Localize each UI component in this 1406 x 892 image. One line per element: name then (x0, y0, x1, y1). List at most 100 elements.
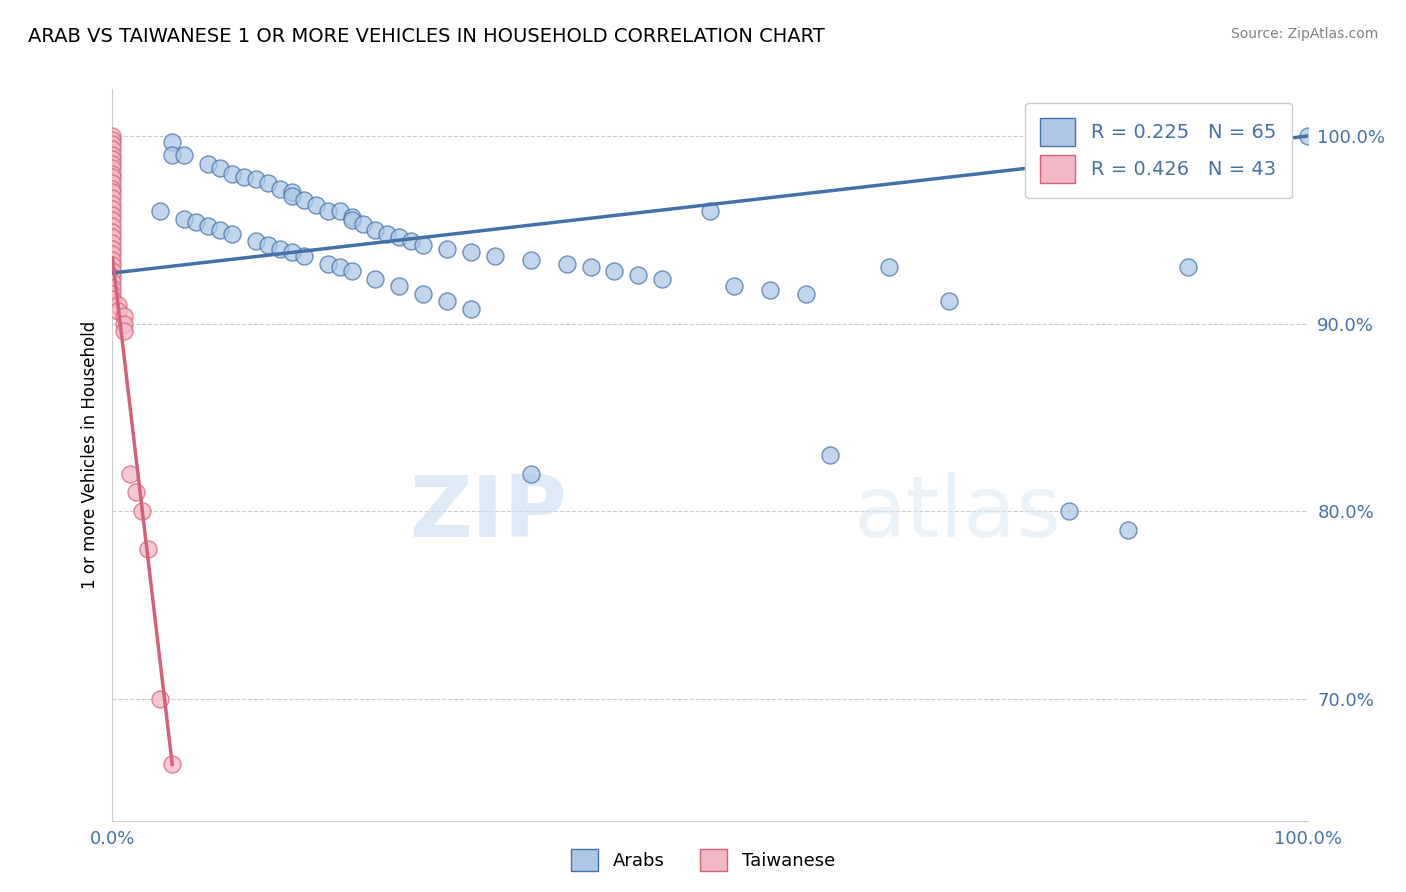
Point (364, 223, 387, 237)
Point (101, 213, 124, 227)
Point (352, 217, 374, 231)
Point (101, 281, 124, 295)
Point (114, 309, 135, 323)
Point (292, 249, 315, 263)
Point (101, 252, 124, 267)
Point (269, 181, 291, 195)
Point (794, 286, 817, 301)
Point (173, 211, 195, 226)
Point (1296, 129, 1319, 144)
Point (221, 167, 243, 181)
Point (101, 186, 124, 200)
Point (520, 467, 543, 481)
Point (114, 317, 135, 331)
Point (101, 148, 124, 162)
Point (460, 301, 482, 316)
Point (101, 161, 124, 175)
Point (651, 271, 673, 285)
Point (388, 279, 411, 293)
Point (281, 186, 304, 200)
Point (101, 235, 124, 250)
Point (101, 276, 124, 290)
Text: Source: ZipAtlas.com: Source: ZipAtlas.com (1230, 27, 1378, 41)
Legend: R = 0.225   N = 65, R = 0.426   N = 43: R = 0.225 N = 65, R = 0.426 N = 43 (1025, 103, 1292, 198)
Point (245, 172, 267, 186)
Point (197, 219, 219, 233)
Point (162, 757, 183, 772)
Y-axis label: 1 or more Vehicles in Household: 1 or more Vehicles in Household (80, 321, 98, 589)
Point (125, 485, 148, 500)
Point (101, 242, 124, 256)
Point (305, 198, 328, 212)
Point (101, 225, 124, 239)
Point (723, 279, 745, 293)
Point (101, 196, 124, 211)
Point (245, 234, 267, 248)
Point (329, 204, 352, 219)
Point (257, 176, 280, 190)
Point (138, 541, 160, 556)
Point (233, 170, 256, 185)
Point (101, 133, 124, 147)
Point (364, 271, 387, 285)
Point (101, 129, 124, 144)
Point (101, 219, 124, 233)
Point (101, 157, 124, 171)
Point (938, 294, 960, 309)
Point (101, 136, 124, 151)
Point (340, 264, 363, 278)
Point (579, 260, 602, 275)
Point (388, 230, 411, 244)
Text: ZIP: ZIP (409, 472, 567, 555)
Point (555, 257, 578, 271)
Point (329, 260, 352, 275)
Point (186, 215, 208, 229)
Point (377, 227, 399, 241)
Point (257, 238, 280, 252)
Point (412, 286, 434, 301)
Point (316, 257, 339, 271)
Point (221, 227, 243, 241)
Point (101, 176, 124, 190)
Point (412, 238, 434, 252)
Point (101, 264, 124, 278)
Point (460, 245, 482, 260)
Point (149, 691, 172, 706)
Point (209, 161, 232, 175)
Text: ARAB VS TAIWANESE 1 OR MORE VEHICLES IN HOUSEHOLD CORRELATION CHART: ARAB VS TAIWANESE 1 OR MORE VEHICLES IN … (28, 27, 825, 45)
Point (101, 152, 124, 166)
Point (269, 242, 291, 256)
Point (101, 167, 124, 181)
Point (101, 292, 124, 306)
Point (340, 213, 363, 227)
Point (759, 283, 782, 297)
Point (401, 234, 423, 248)
Text: atlas: atlas (853, 472, 1062, 555)
Point (627, 268, 650, 282)
Point (520, 252, 543, 267)
Point (101, 202, 124, 217)
Point (292, 193, 315, 207)
Point (1237, 129, 1260, 144)
Point (603, 264, 626, 278)
Point (131, 504, 153, 518)
Point (699, 204, 721, 219)
Point (101, 191, 124, 205)
Point (316, 204, 339, 219)
Point (101, 208, 124, 222)
Point (436, 242, 458, 256)
Point (101, 259, 124, 273)
Point (1118, 523, 1140, 537)
Point (484, 249, 506, 263)
Point (1057, 504, 1080, 518)
Point (818, 448, 841, 462)
Point (162, 135, 183, 149)
Point (120, 467, 142, 481)
Point (101, 247, 124, 261)
Point (281, 189, 304, 203)
Point (114, 324, 135, 338)
Point (101, 142, 124, 156)
Point (101, 269, 124, 284)
Point (101, 181, 124, 195)
Point (101, 170, 124, 185)
